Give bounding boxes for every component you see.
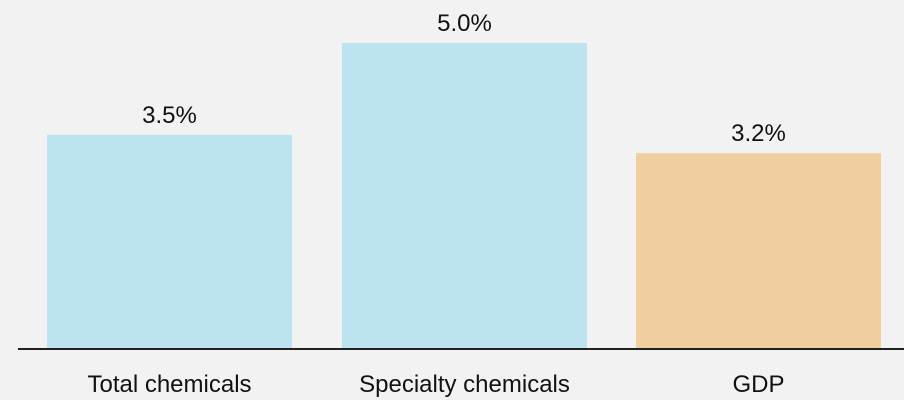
category-label-gdp: GDP [732, 371, 784, 398]
bar-total-chemicals [47, 134, 292, 349]
value-label-specialty-chemicals: 5.0% [437, 10, 492, 37]
bar-gdp [636, 153, 881, 349]
value-label-total-chemicals: 3.5% [142, 102, 197, 129]
bar-specialty-chemicals [342, 43, 587, 349]
category-label-specialty-chemicals: Specialty chemicals [359, 371, 570, 398]
value-labels-group: 3.5% 5.0% 3.2% [142, 10, 786, 147]
category-label-total-chemicals: Total chemicals [87, 371, 251, 398]
category-labels-group: Total chemicals Specialty chemicals GDP [87, 371, 784, 398]
value-label-gdp: 3.2% [731, 120, 786, 147]
bars-group [47, 43, 881, 349]
